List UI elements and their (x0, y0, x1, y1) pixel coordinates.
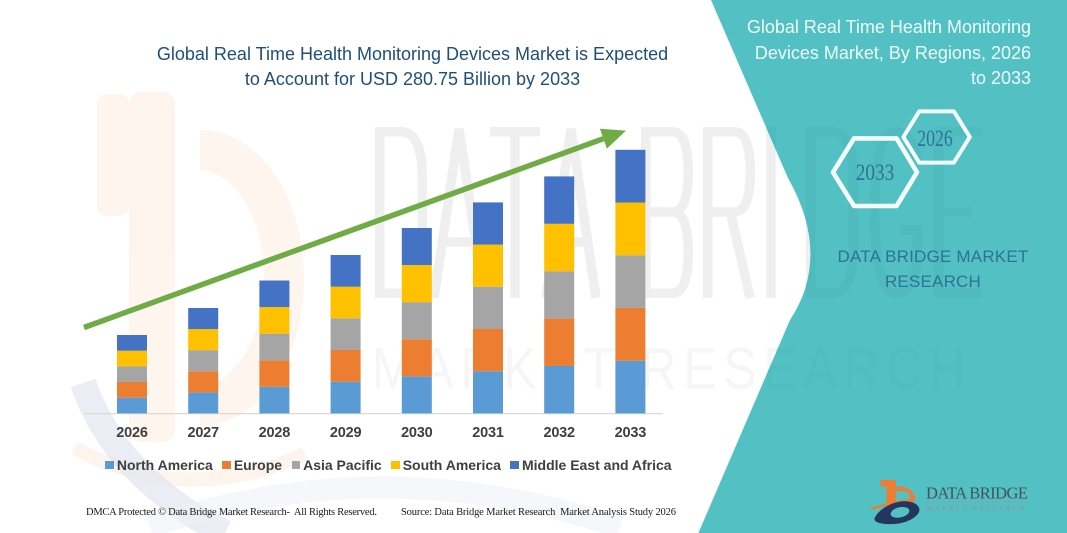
svg-text:2033: 2033 (856, 160, 895, 185)
svg-text:DATA BRIDGE: DATA BRIDGE (926, 484, 1028, 503)
svg-text:MARKET RESEARCH: MARKET RESEARCH (927, 505, 1028, 513)
svg-text:2026: 2026 (917, 126, 953, 151)
